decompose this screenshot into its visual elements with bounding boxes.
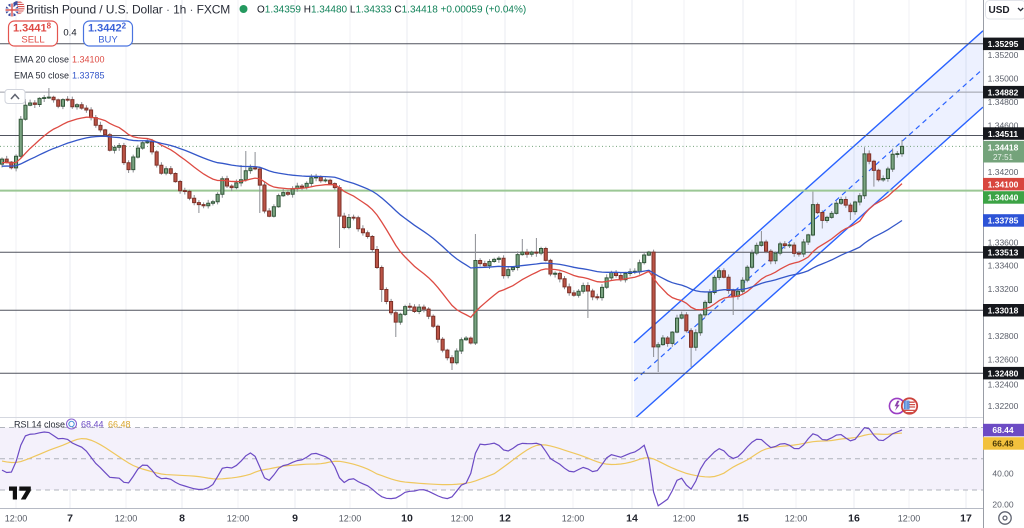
svg-text:EMA 20 close: EMA 20 close: [14, 55, 69, 65]
svg-text:1.35000: 1.35000: [988, 74, 1019, 84]
svg-text:1.34100: 1.34100: [72, 55, 105, 65]
svg-text:12:00: 12:00: [451, 514, 474, 524]
svg-text:12:00: 12:00: [115, 514, 138, 524]
svg-text:66.48: 66.48: [108, 420, 131, 430]
svg-text:BUY: BUY: [98, 35, 118, 46]
svg-text:SELL: SELL: [21, 35, 44, 46]
svg-text:1.35295: 1.35295: [988, 39, 1019, 49]
svg-text:0.4: 0.4: [63, 28, 76, 39]
svg-text:12:00: 12:00: [5, 514, 28, 524]
svg-text:40.00: 40.00: [992, 468, 1014, 478]
svg-text:68.44: 68.44: [81, 420, 104, 430]
svg-text:British Pound / U.S. Dollar ·: British Pound / U.S. Dollar · 1h · FXCM: [26, 3, 230, 17]
svg-text:1.34418: 1.34418: [13, 22, 52, 35]
svg-text:17: 17: [960, 513, 972, 525]
svg-text:1.33200: 1.33200: [988, 284, 1019, 294]
svg-text:1.32480: 1.32480: [988, 368, 1019, 378]
svg-text:12:00: 12:00: [339, 514, 362, 524]
svg-text:1.35200: 1.35200: [988, 50, 1019, 60]
svg-text:1.34422: 1.34422: [88, 22, 127, 35]
svg-text:7: 7: [67, 513, 73, 525]
svg-text:20.00: 20.00: [992, 500, 1014, 510]
svg-text:1.34040: 1.34040: [988, 193, 1019, 203]
svg-text:1.33600: 1.33600: [988, 237, 1019, 247]
svg-text:1.34800: 1.34800: [988, 97, 1019, 107]
svg-text:12:00: 12:00: [898, 514, 921, 524]
svg-text:1.34418: 1.34418: [988, 143, 1019, 153]
svg-text:1.34882: 1.34882: [988, 87, 1019, 97]
svg-text:1.33785: 1.33785: [72, 71, 105, 81]
svg-text:10: 10: [401, 513, 413, 525]
svg-text:12:00: 12:00: [227, 514, 250, 524]
svg-text:12:00: 12:00: [785, 514, 808, 524]
svg-text:1.33785: 1.33785: [988, 216, 1019, 226]
svg-text:27:51: 27:51: [993, 153, 1014, 162]
svg-text:1.34200: 1.34200: [988, 167, 1019, 177]
svg-text:EMA 50 close: EMA 50 close: [14, 71, 69, 81]
svg-text:68.44: 68.44: [992, 425, 1014, 435]
svg-text:12:00: 12:00: [673, 514, 696, 524]
svg-text:1.32400: 1.32400: [988, 380, 1019, 390]
svg-text:1.34511: 1.34511: [988, 129, 1019, 139]
svg-text:USD: USD: [989, 5, 1010, 16]
svg-text:9: 9: [292, 513, 298, 525]
svg-text:RSI 14 close: RSI 14 close: [14, 420, 65, 430]
svg-text:16: 16: [848, 513, 860, 525]
svg-text:1.34600: 1.34600: [988, 120, 1019, 130]
svg-text:1.33513: 1.33513: [988, 248, 1019, 258]
svg-text:1.34100: 1.34100: [988, 179, 1019, 189]
svg-text:1.33400: 1.33400: [988, 261, 1019, 271]
svg-text:66.48: 66.48: [992, 439, 1014, 449]
svg-text:12:00: 12:00: [562, 514, 585, 524]
svg-text:O1.34359 H1.34480 L1.34333 C1.: O1.34359 H1.34480 L1.34333 C1.34418 +0.0…: [257, 5, 526, 16]
svg-text:8: 8: [179, 513, 185, 525]
svg-text:1.32600: 1.32600: [988, 354, 1019, 364]
svg-text:15: 15: [737, 513, 749, 525]
svg-text:1.32800: 1.32800: [988, 331, 1019, 341]
svg-text:14: 14: [626, 513, 638, 525]
svg-text:1.33018: 1.33018: [988, 305, 1019, 315]
svg-text:1.32200: 1.32200: [988, 401, 1019, 411]
svg-text:12: 12: [499, 513, 511, 525]
